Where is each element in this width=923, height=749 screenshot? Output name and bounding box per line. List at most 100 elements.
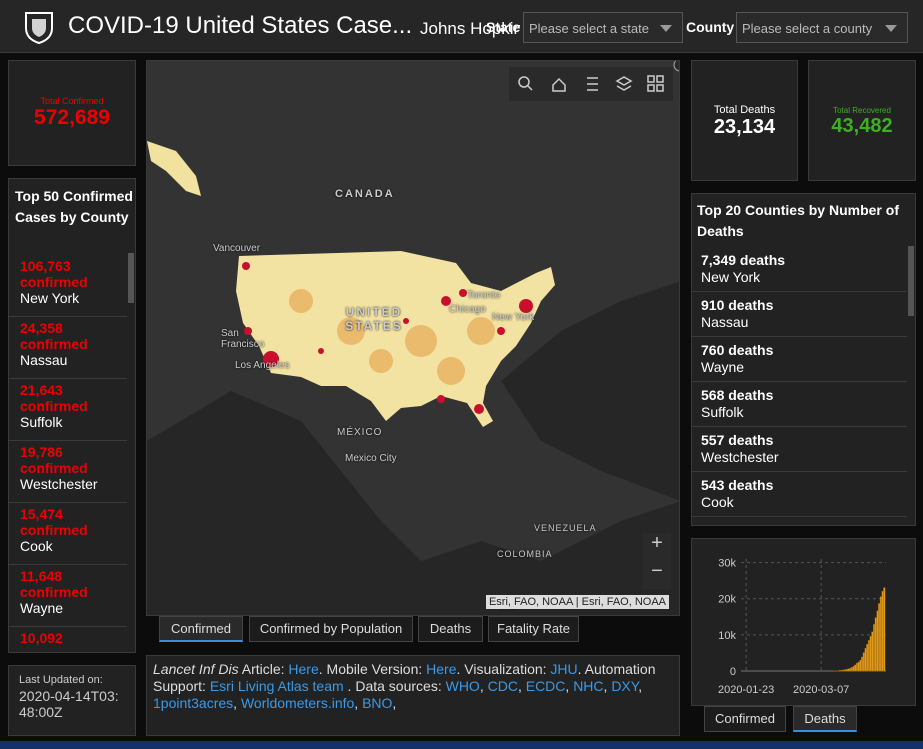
scrollbar[interactable] — [128, 253, 134, 303]
county-count: 21,643 — [20, 382, 63, 398]
zoom-out[interactable]: − — [651, 560, 663, 582]
map-label: UNITED STATES — [345, 305, 403, 333]
death-item[interactable]: 557 deaths Westchester — [692, 427, 907, 472]
map-label: Mexico City — [345, 453, 397, 464]
county-item[interactable]: 106,763 confirmed New York — [9, 255, 127, 317]
info-link[interactable]: Here — [288, 661, 319, 677]
y-tick-label: 0 — [730, 666, 736, 678]
map-canvas — [147, 61, 680, 615]
bar — [852, 666, 855, 672]
county-name: Cook — [701, 494, 734, 510]
bar — [862, 652, 865, 672]
death-item[interactable]: 7,349 deaths New York — [692, 247, 907, 292]
county-shading — [289, 289, 495, 385]
county-count: 11,648 — [20, 568, 63, 584]
y-tick-label: 20k — [718, 594, 736, 606]
info-link[interactable]: WHO — [445, 678, 480, 694]
county-select[interactable]: Please select a county — [736, 12, 908, 43]
map-tab[interactable]: Confirmed — [159, 616, 243, 642]
scrollbar[interactable] — [908, 246, 914, 316]
bar — [840, 670, 843, 672]
total-recovered-label: Total Recovered — [833, 106, 891, 115]
death-item[interactable]: 543 deaths Cook — [692, 472, 907, 517]
state-select[interactable]: Please select a state — [523, 12, 683, 43]
county-item[interactable]: 15,474 confirmed Cook — [9, 503, 127, 565]
title: COVID-19 United States Case... — [68, 12, 413, 39]
bar — [883, 587, 886, 672]
map[interactable]: CANADA Vancouver UNITED STATES San Francisc… — [146, 60, 680, 616]
county-item[interactable]: 21,643 confirmed Suffolk — [9, 379, 127, 441]
death-item[interactable]: 760 deaths Wayne — [692, 337, 907, 382]
ocean — [501, 281, 679, 501]
county-name: Westchester — [701, 449, 779, 465]
total-recovered-value: 43,482 — [831, 115, 893, 137]
map-attribution: Esri, FAO, NOAA | Esri, FAO, NOAA — [485, 595, 669, 609]
county-count: 106,763 — [20, 258, 71, 274]
map-tab[interactable]: Confirmed by Population — [249, 616, 413, 642]
map-tab[interactable]: Fatality Rate — [488, 616, 579, 642]
expand-button[interactable] — [673, 61, 680, 72]
logo — [25, 12, 53, 44]
total-recovered-panel: Total Recovered 43,482 — [808, 60, 916, 181]
info-link[interactable]: CDC — [487, 678, 518, 694]
county-item[interactable]: 19,786 confirmed Westchester — [9, 441, 127, 503]
info-link[interactable]: BNO — [362, 695, 393, 711]
county-count: 15,474 — [20, 506, 63, 522]
bar — [881, 591, 884, 672]
map-label: San Francisco — [221, 328, 265, 350]
united-states — [236, 251, 555, 427]
info-link[interactable]: Worldometers.info — [240, 695, 355, 711]
bar — [879, 596, 882, 672]
chart-tab[interactable]: Confirmed — [704, 706, 786, 732]
info-link[interactable]: Esri Living Atlas team — [209, 678, 344, 694]
county-name: Wayne — [701, 359, 745, 375]
county-unit: confirmed — [20, 398, 88, 414]
info-link[interactable]: ECDC — [525, 678, 566, 694]
footer-strip — [0, 741, 923, 749]
info-plain: . Visualization: — [456, 661, 551, 677]
county-unit: confirmed — [20, 584, 88, 600]
info-plain: . Automation Support: — [153, 661, 656, 694]
info-link[interactable]: 1point3acres — [153, 695, 234, 711]
info-link[interactable]: Here — [426, 661, 457, 677]
zoom-in[interactable]: + — [651, 532, 663, 554]
map-label: CANADA — [335, 188, 395, 200]
last-updated-label: Last Updated on: — [19, 674, 103, 686]
county-item[interactable]: 11,648 confirmed Wayne — [9, 565, 127, 627]
info-plain: , — [233, 695, 241, 711]
map-tab[interactable]: Deaths — [418, 616, 483, 642]
bar — [869, 636, 872, 672]
info-plain: . Data sources: — [343, 678, 446, 694]
total-deaths-label: Total Deaths — [713, 104, 776, 116]
chart-panel: 0 10k 20k 30k 2020-01-23 2020-03-07 — [691, 538, 916, 706]
chart-tab[interactable]: Deaths — [793, 706, 857, 732]
top-counties-panel: Top 50 Confirmed Cases by County 106,763… — [8, 178, 136, 653]
county-item[interactable]: 24,358 confirmed Nassau — [9, 317, 127, 379]
info-plain: , — [479, 678, 488, 694]
death-item[interactable]: 910 deaths Nassau — [692, 292, 907, 337]
map-tools[interactable] — [518, 75, 664, 92]
bar — [861, 656, 864, 672]
top-counties-title: Top 50 Confirmed Cases by County — [15, 188, 133, 225]
county-label: County — [686, 19, 735, 35]
info-link[interactable]: NHC — [573, 678, 604, 694]
hotspots — [242, 262, 533, 414]
info-link[interactable]: DXY — [611, 678, 639, 694]
map-label: Toronto — [467, 290, 501, 301]
zoom-controls — [643, 533, 671, 589]
county-unit: confirmed — [20, 460, 88, 476]
info-link[interactable]: JHU — [550, 661, 578, 677]
county-name: Westchester — [20, 476, 98, 492]
county-item[interactable]: 10,092 — [9, 627, 127, 652]
death-item[interactable]: 568 deaths Suffolk — [692, 382, 907, 427]
total-deaths-value: 23,134 — [713, 116, 776, 138]
bar — [878, 603, 881, 672]
info-plain: , — [392, 695, 397, 711]
info-plain: . Mobile Version: — [318, 661, 427, 677]
county-name: Suffolk — [701, 404, 744, 420]
bar — [859, 660, 862, 672]
death-count: 543 deaths — [701, 477, 774, 493]
alaska — [147, 141, 201, 196]
info-plain: , — [638, 678, 643, 694]
